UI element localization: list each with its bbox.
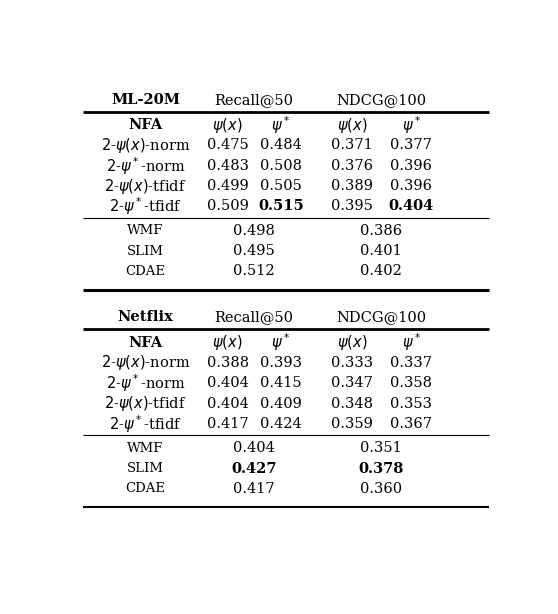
- Text: $\psi(x)$: $\psi(x)$: [213, 333, 243, 352]
- Text: 0.337: 0.337: [391, 356, 432, 370]
- Text: 0.515: 0.515: [258, 200, 304, 214]
- Text: 0.359: 0.359: [331, 417, 373, 431]
- Text: 0.484: 0.484: [260, 138, 302, 152]
- Text: $\psi(x)$: $\psi(x)$: [213, 115, 243, 134]
- Text: 0.508: 0.508: [260, 159, 302, 173]
- Text: $2$-$\psi(x)$-norm: $2$-$\psi(x)$-norm: [100, 354, 190, 373]
- Text: CDAE: CDAE: [126, 483, 165, 495]
- Text: Recall@50: Recall@50: [215, 310, 294, 324]
- Text: 0.512: 0.512: [233, 265, 275, 279]
- Text: 0.404: 0.404: [233, 441, 275, 456]
- Text: 0.389: 0.389: [331, 179, 373, 193]
- Text: $\psi^*$: $\psi^*$: [271, 114, 290, 136]
- Text: 0.417: 0.417: [207, 417, 248, 431]
- Text: 0.483: 0.483: [206, 159, 249, 173]
- Text: 0.393: 0.393: [260, 356, 302, 370]
- Text: $\psi(x)$: $\psi(x)$: [337, 333, 367, 352]
- Text: $2$-$\psi^*$-norm: $2$-$\psi^*$-norm: [105, 155, 185, 177]
- Text: 0.396: 0.396: [391, 159, 432, 173]
- Text: $2$-$\psi^*$-tfidf: $2$-$\psi^*$-tfidf: [109, 413, 182, 435]
- Text: 0.415: 0.415: [260, 376, 301, 391]
- Text: Recall@50: Recall@50: [215, 93, 294, 107]
- Text: 0.427: 0.427: [231, 462, 277, 476]
- Text: 0.402: 0.402: [360, 265, 402, 279]
- Text: $\psi^*$: $\psi^*$: [402, 332, 421, 354]
- Text: 0.333: 0.333: [331, 356, 373, 370]
- Text: 0.404: 0.404: [389, 200, 434, 214]
- Text: 0.509: 0.509: [206, 200, 248, 214]
- Text: 0.351: 0.351: [360, 441, 402, 456]
- Text: 0.499: 0.499: [206, 179, 248, 193]
- Text: 0.404: 0.404: [206, 397, 248, 411]
- Text: WMF: WMF: [127, 442, 163, 455]
- Text: $2$-$\psi(x)$-tfidf: $2$-$\psi(x)$-tfidf: [104, 394, 187, 413]
- Text: 0.358: 0.358: [391, 376, 432, 391]
- Text: ML-20M: ML-20M: [111, 93, 180, 107]
- Text: $2$-$\psi(x)$-norm: $2$-$\psi(x)$-norm: [100, 136, 190, 155]
- Text: 0.409: 0.409: [260, 397, 302, 411]
- Text: 0.498: 0.498: [233, 224, 275, 238]
- Text: 0.378: 0.378: [358, 462, 404, 476]
- Text: NFA: NFA: [128, 118, 162, 132]
- Text: 0.353: 0.353: [391, 397, 432, 411]
- Text: SLIM: SLIM: [127, 462, 164, 475]
- Text: 0.347: 0.347: [331, 376, 373, 391]
- Text: 0.495: 0.495: [233, 244, 275, 258]
- Text: $\psi^*$: $\psi^*$: [402, 114, 421, 136]
- Text: $2$-$\psi(x)$-tfidf: $2$-$\psi(x)$-tfidf: [104, 177, 187, 196]
- Text: 0.386: 0.386: [360, 224, 402, 238]
- Text: 0.388: 0.388: [206, 356, 249, 370]
- Text: SLIM: SLIM: [127, 244, 164, 258]
- Text: 0.424: 0.424: [260, 417, 302, 431]
- Text: 0.404: 0.404: [206, 376, 248, 391]
- Text: 0.360: 0.360: [360, 482, 402, 496]
- Text: 0.371: 0.371: [331, 138, 373, 152]
- Text: $\psi^*$: $\psi^*$: [271, 332, 290, 354]
- Text: 0.475: 0.475: [206, 138, 248, 152]
- Text: NFA: NFA: [128, 336, 162, 349]
- Text: Netflix: Netflix: [118, 310, 174, 324]
- Text: WMF: WMF: [127, 224, 163, 237]
- Text: 0.367: 0.367: [391, 417, 432, 431]
- Text: 0.377: 0.377: [391, 138, 432, 152]
- Text: $2$-$\psi^*$-tfidf: $2$-$\psi^*$-tfidf: [109, 196, 182, 217]
- Text: 0.417: 0.417: [233, 482, 275, 496]
- Text: NDCG@100: NDCG@100: [336, 93, 427, 107]
- Text: 0.396: 0.396: [391, 179, 432, 193]
- Text: 0.401: 0.401: [360, 244, 402, 258]
- Text: 0.376: 0.376: [331, 159, 373, 173]
- Text: NDCG@100: NDCG@100: [336, 310, 427, 324]
- Text: CDAE: CDAE: [126, 265, 165, 278]
- Text: $\psi(x)$: $\psi(x)$: [337, 115, 367, 134]
- Text: 0.395: 0.395: [331, 200, 373, 214]
- Text: 0.505: 0.505: [260, 179, 302, 193]
- Text: 0.348: 0.348: [331, 397, 373, 411]
- Text: $2$-$\psi^*$-norm: $2$-$\psi^*$-norm: [105, 373, 185, 394]
